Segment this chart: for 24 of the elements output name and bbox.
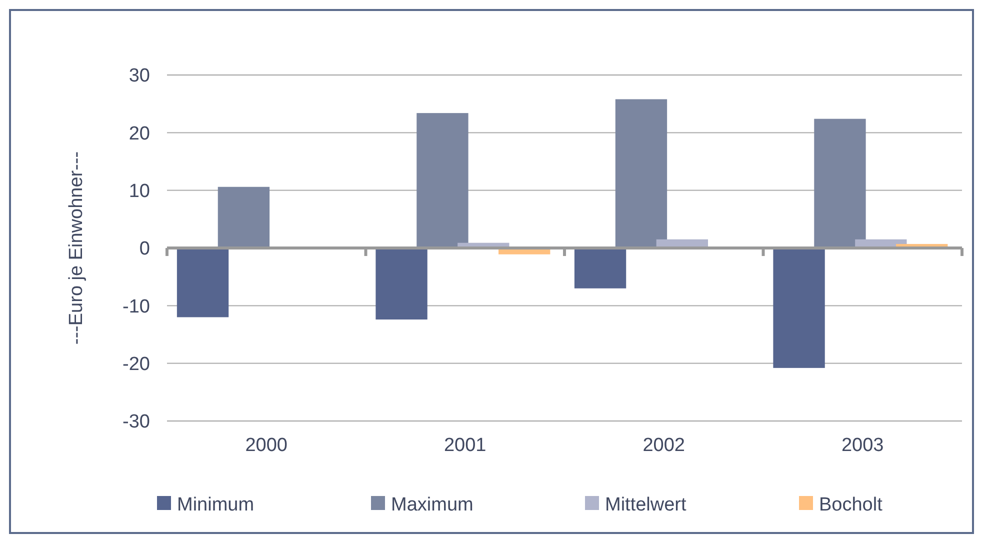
y-tick-label: 30 — [128, 66, 150, 87]
bar — [574, 248, 626, 288]
y-tick-label: -10 — [122, 296, 150, 318]
bar — [773, 248, 825, 368]
y-tick-label: -20 — [122, 354, 150, 375]
x-tick-label: 2001 — [444, 435, 486, 456]
x-tick-label: 2000 — [245, 435, 288, 456]
bar — [218, 186, 270, 248]
y-tick-label: 0 — [139, 238, 150, 260]
y-tick-label: -30 — [122, 412, 150, 433]
legend-label: Maximum — [391, 494, 474, 516]
bar — [416, 113, 468, 248]
bar — [176, 248, 229, 318]
x-tick-label: 2002 — [642, 435, 686, 456]
y-tick-label: 10 — [128, 180, 150, 202]
bar — [814, 118, 866, 248]
legend-label: Mittelwert — [605, 494, 688, 516]
y-tick-label: 20 — [128, 123, 150, 144]
legend-label: Minimum — [177, 494, 254, 516]
x-tick-label: 2003 — [841, 435, 884, 456]
bar — [615, 99, 668, 248]
y-axis-title: ---Euro je Einwohner--- — [66, 151, 87, 345]
legend-label: Bocholt — [819, 494, 884, 516]
bar — [376, 248, 428, 320]
